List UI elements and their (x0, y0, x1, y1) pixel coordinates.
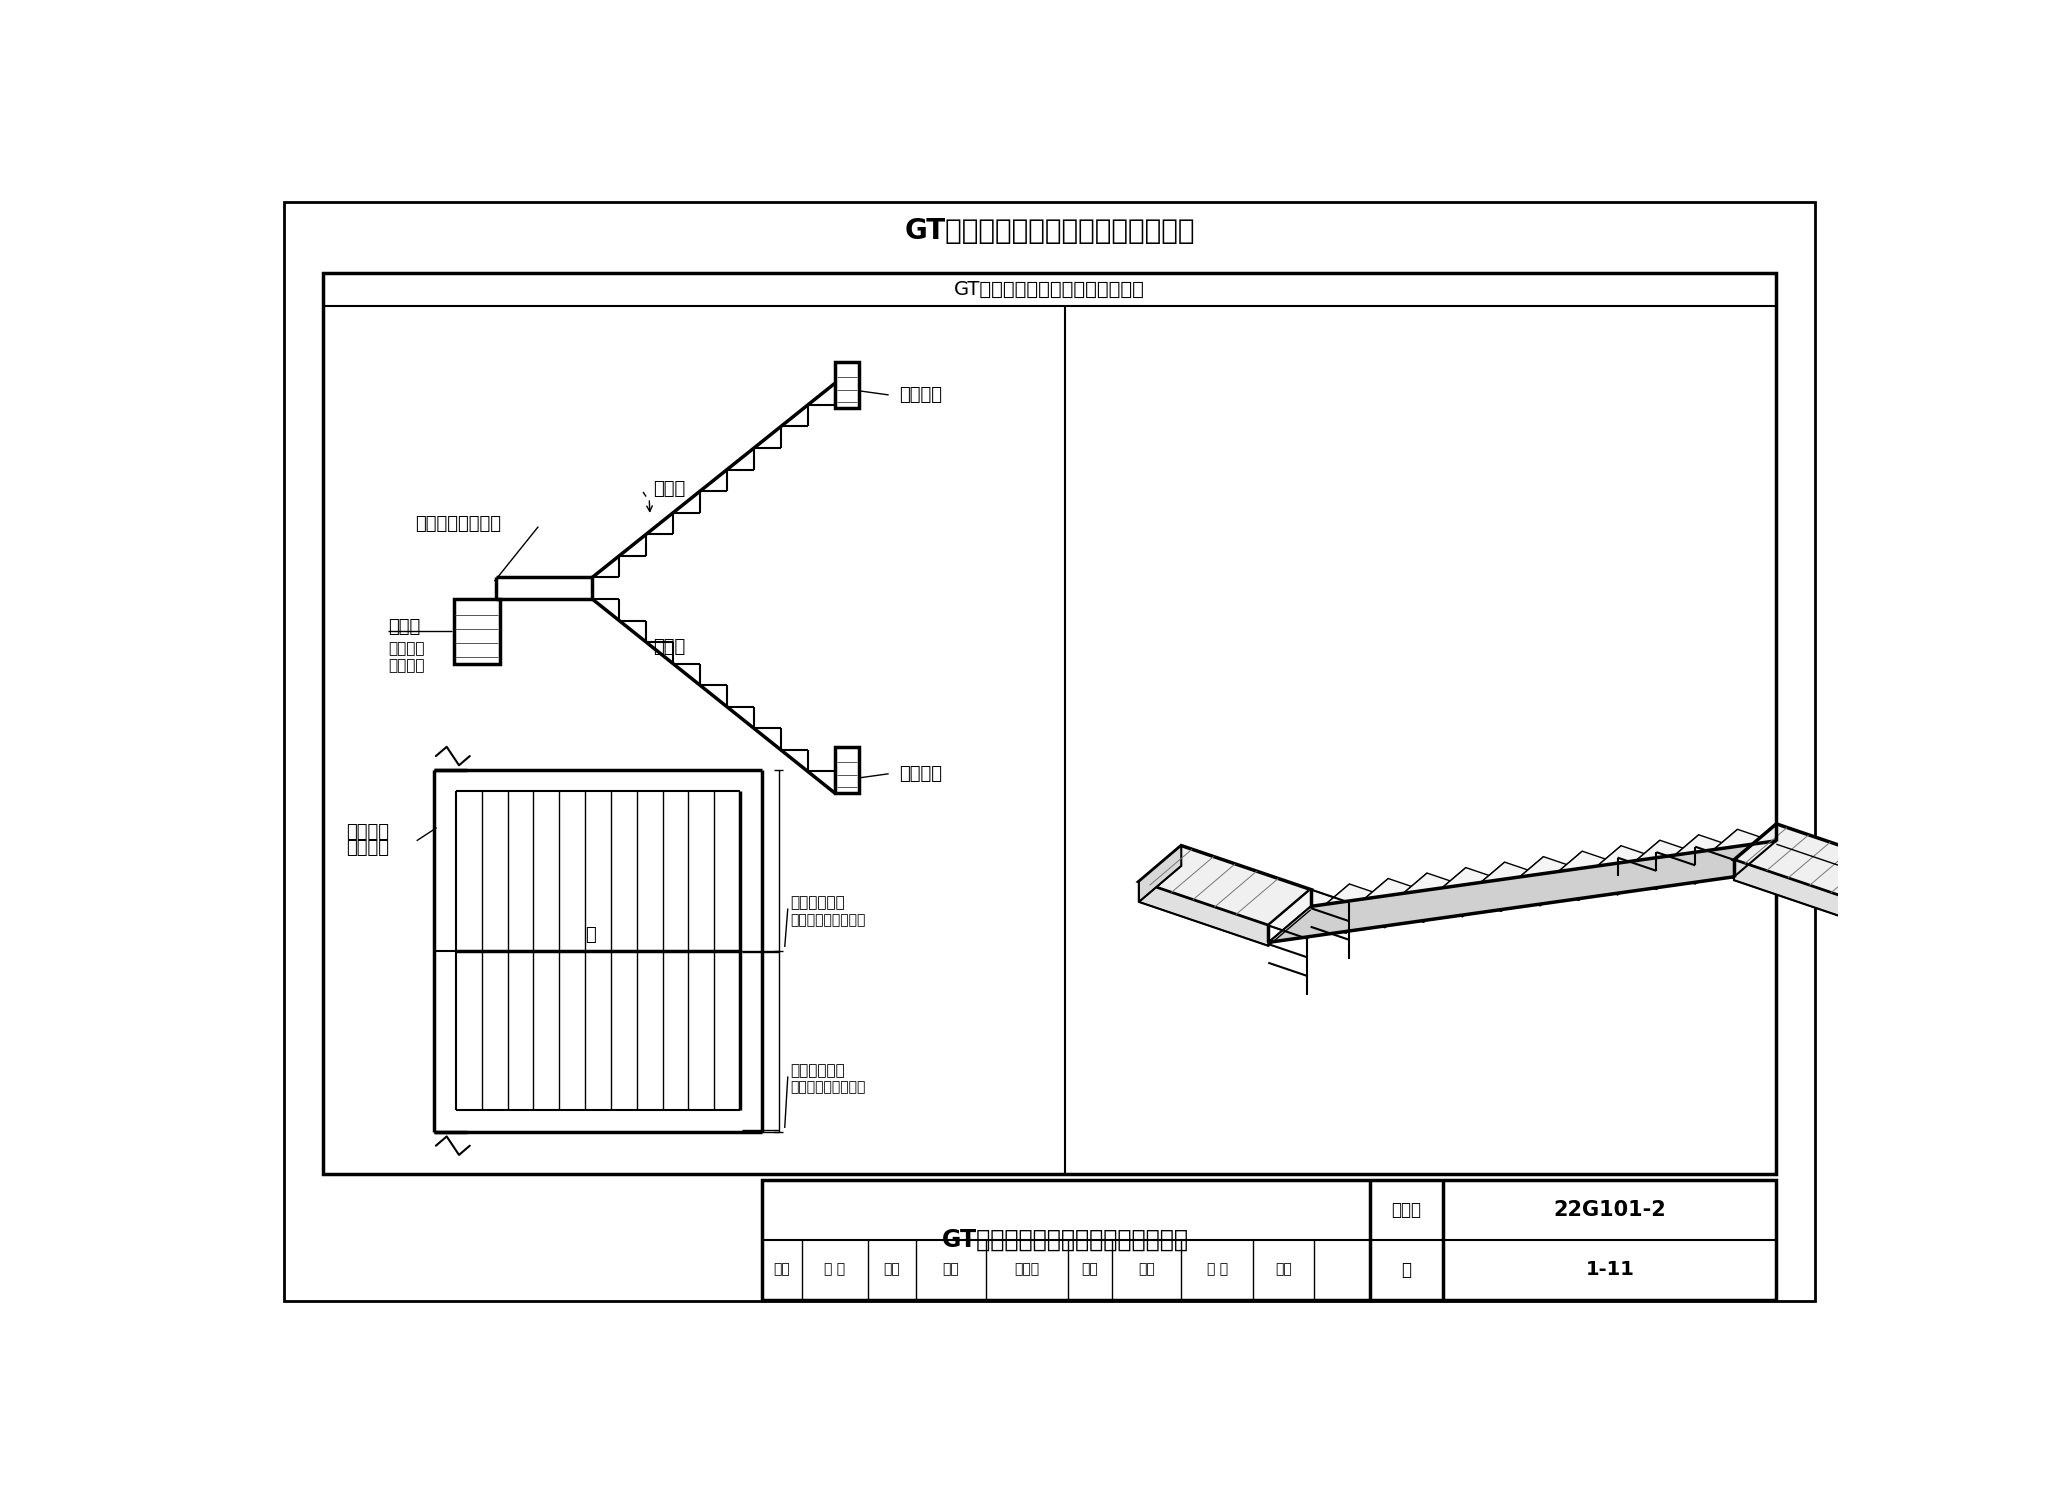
Text: 页: 页 (1401, 1260, 1411, 1278)
Polygon shape (1384, 873, 1466, 923)
Polygon shape (1139, 845, 1182, 902)
Bar (762, 1180, 1776, 1299)
Text: 三边支承: 三边支承 (346, 839, 389, 857)
Polygon shape (1268, 841, 1776, 942)
Polygon shape (1864, 868, 1907, 924)
Text: 李 波: 李 波 (1206, 1263, 1227, 1277)
Polygon shape (1696, 829, 1776, 878)
Polygon shape (1307, 884, 1350, 939)
Text: 层间平板三边支承: 层间平板三边支承 (416, 515, 502, 533)
Text: 伽啡: 伽啡 (1081, 1263, 1098, 1277)
Polygon shape (1540, 851, 1583, 906)
Polygon shape (1423, 868, 1505, 917)
Text: 踏步段: 踏步段 (653, 479, 686, 498)
Polygon shape (1384, 873, 1427, 927)
Text: 吩咐: 吩咐 (883, 1263, 901, 1277)
Polygon shape (1346, 878, 1427, 927)
Text: GT型楼梯截面形状与支座位置示意图: GT型楼梯截面形状与支座位置示意图 (905, 217, 1194, 246)
Bar (453, 600, 500, 665)
Text: 设计: 设计 (1139, 1263, 1155, 1277)
Polygon shape (1735, 824, 1907, 903)
Polygon shape (1618, 841, 1698, 890)
Text: 张 明: 张 明 (823, 1263, 846, 1277)
Text: 审核: 审核 (774, 1263, 791, 1277)
Polygon shape (1139, 845, 1311, 926)
Bar (324, 274, 1776, 1174)
Text: GT型（有层间平台板的双跑楼梯）: GT型（有层间平台板的双跑楼梯） (954, 280, 1145, 299)
Text: 图集号: 图集号 (1391, 1201, 1421, 1219)
Text: 楼层梯梁: 楼层梯梁 (899, 765, 942, 783)
Polygon shape (1346, 878, 1389, 933)
Text: 层间平板: 层间平板 (346, 823, 389, 841)
Polygon shape (1462, 862, 1505, 917)
Polygon shape (1657, 835, 1698, 890)
Polygon shape (1579, 845, 1622, 900)
Polygon shape (1501, 857, 1544, 911)
Polygon shape (1735, 824, 1776, 878)
Polygon shape (1696, 829, 1737, 884)
Polygon shape (1462, 862, 1544, 911)
Polygon shape (1307, 884, 1389, 933)
Text: 或剪力墙: 或剪力墙 (389, 641, 424, 656)
Text: 上: 上 (586, 927, 596, 945)
Text: 下层楼层梯梁: 下层楼层梯梁 (791, 896, 846, 911)
Text: 22G101-2: 22G101-2 (1552, 1199, 1667, 1220)
Polygon shape (1139, 881, 1268, 946)
Text: 踏步段: 踏步段 (653, 638, 686, 656)
Bar (836, 362, 860, 408)
Text: （楼梯间内的梯梁）: （楼梯间内的梯梁） (791, 1080, 866, 1094)
Text: GT型楼梯截面形状与支座位置示意图: GT型楼梯截面形状与支座位置示意图 (942, 1228, 1190, 1251)
Polygon shape (1423, 868, 1466, 923)
Text: 付国顺: 付国顺 (1014, 1263, 1040, 1277)
Polygon shape (1540, 851, 1622, 900)
Text: （楼梯间内的梯梁）: （楼梯间内的梯梁） (791, 914, 866, 927)
Text: 多版: 多版 (1276, 1263, 1292, 1277)
Polygon shape (1657, 835, 1737, 884)
Polygon shape (1618, 841, 1659, 894)
Text: 1-11: 1-11 (1585, 1260, 1634, 1280)
Text: 校对: 校对 (942, 1263, 958, 1277)
Polygon shape (1735, 860, 1864, 924)
Text: 上层楼层梯梁: 上层楼层梯梁 (791, 1062, 846, 1077)
Text: 层间梁: 层间梁 (389, 619, 420, 637)
Polygon shape (1501, 857, 1583, 906)
Bar (836, 747, 860, 793)
Polygon shape (1268, 890, 1350, 939)
Polygon shape (1579, 845, 1659, 894)
Text: 或砌体墙: 或砌体墙 (389, 659, 424, 674)
Text: 楼层梯梁: 楼层梯梁 (899, 385, 942, 403)
